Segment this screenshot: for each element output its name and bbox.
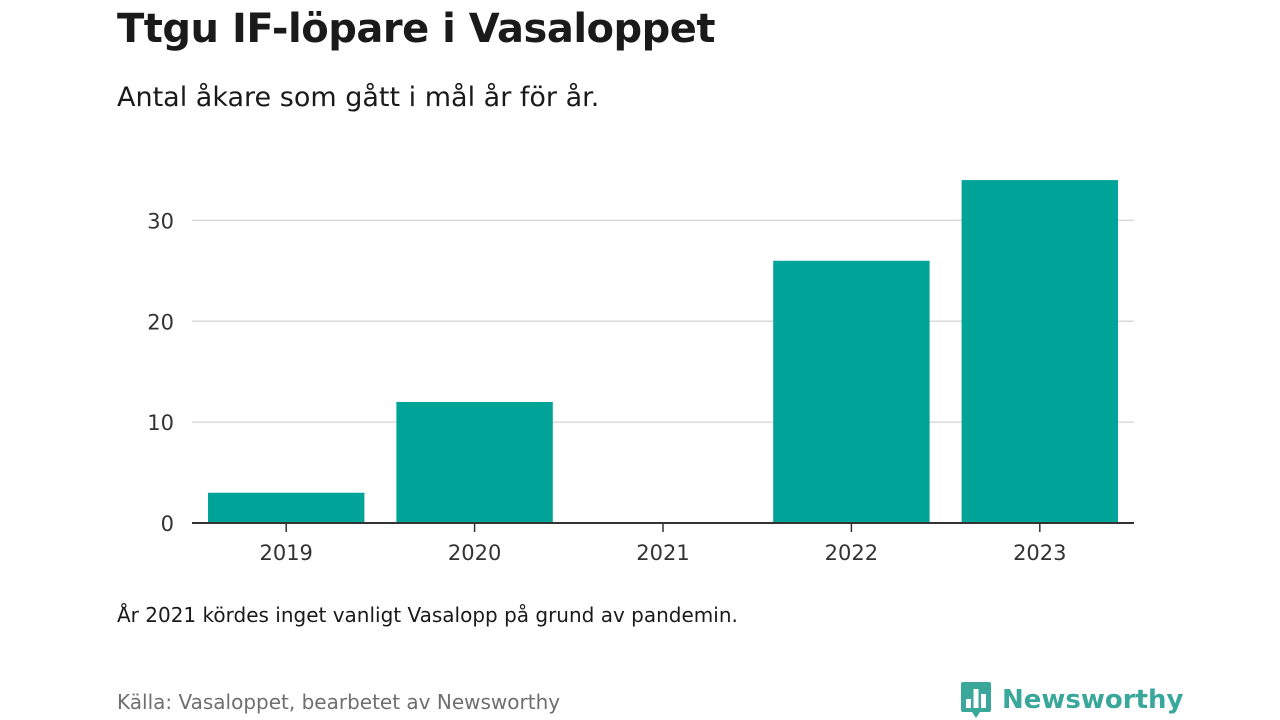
source-text: Källa: Vasaloppet, bearbetet av Newswort… (117, 690, 561, 714)
brand-name: Newsworthy (1002, 685, 1184, 715)
x-tick-label-2019: 2019 (259, 541, 312, 565)
bar-2022 (773, 260, 930, 523)
y-tick-label-10: 10 (147, 411, 174, 435)
chart-note: År 2021 kördes inget vanligt Vasalopp på… (117, 603, 738, 627)
bar-2020 (396, 401, 553, 523)
y-tick-label-30: 30 (147, 209, 174, 233)
bar-chart-bubble-icon (961, 682, 991, 718)
bar-chart: 0 10 20 30 2019 2020 2021 2022 2023 (147, 180, 1134, 565)
bar-2019 (208, 492, 365, 523)
x-tick-label-2022: 2022 (825, 541, 878, 565)
bar-2023 (961, 180, 1118, 524)
y-tick-label-0: 0 (161, 512, 174, 536)
chart-subtitle: Antal åkare som gått i mål år för år. (117, 82, 600, 113)
y-tick-label-20: 20 (147, 310, 174, 334)
x-tick-label-2021: 2021 (636, 541, 689, 565)
x-tick-label-2020: 2020 (448, 541, 501, 565)
chart-title: Ttgu IF-löpare i Vasaloppet (117, 6, 716, 52)
x-tick-label-2023: 2023 (1013, 541, 1066, 565)
newsworthy-logo: Newsworthy (960, 680, 1183, 720)
